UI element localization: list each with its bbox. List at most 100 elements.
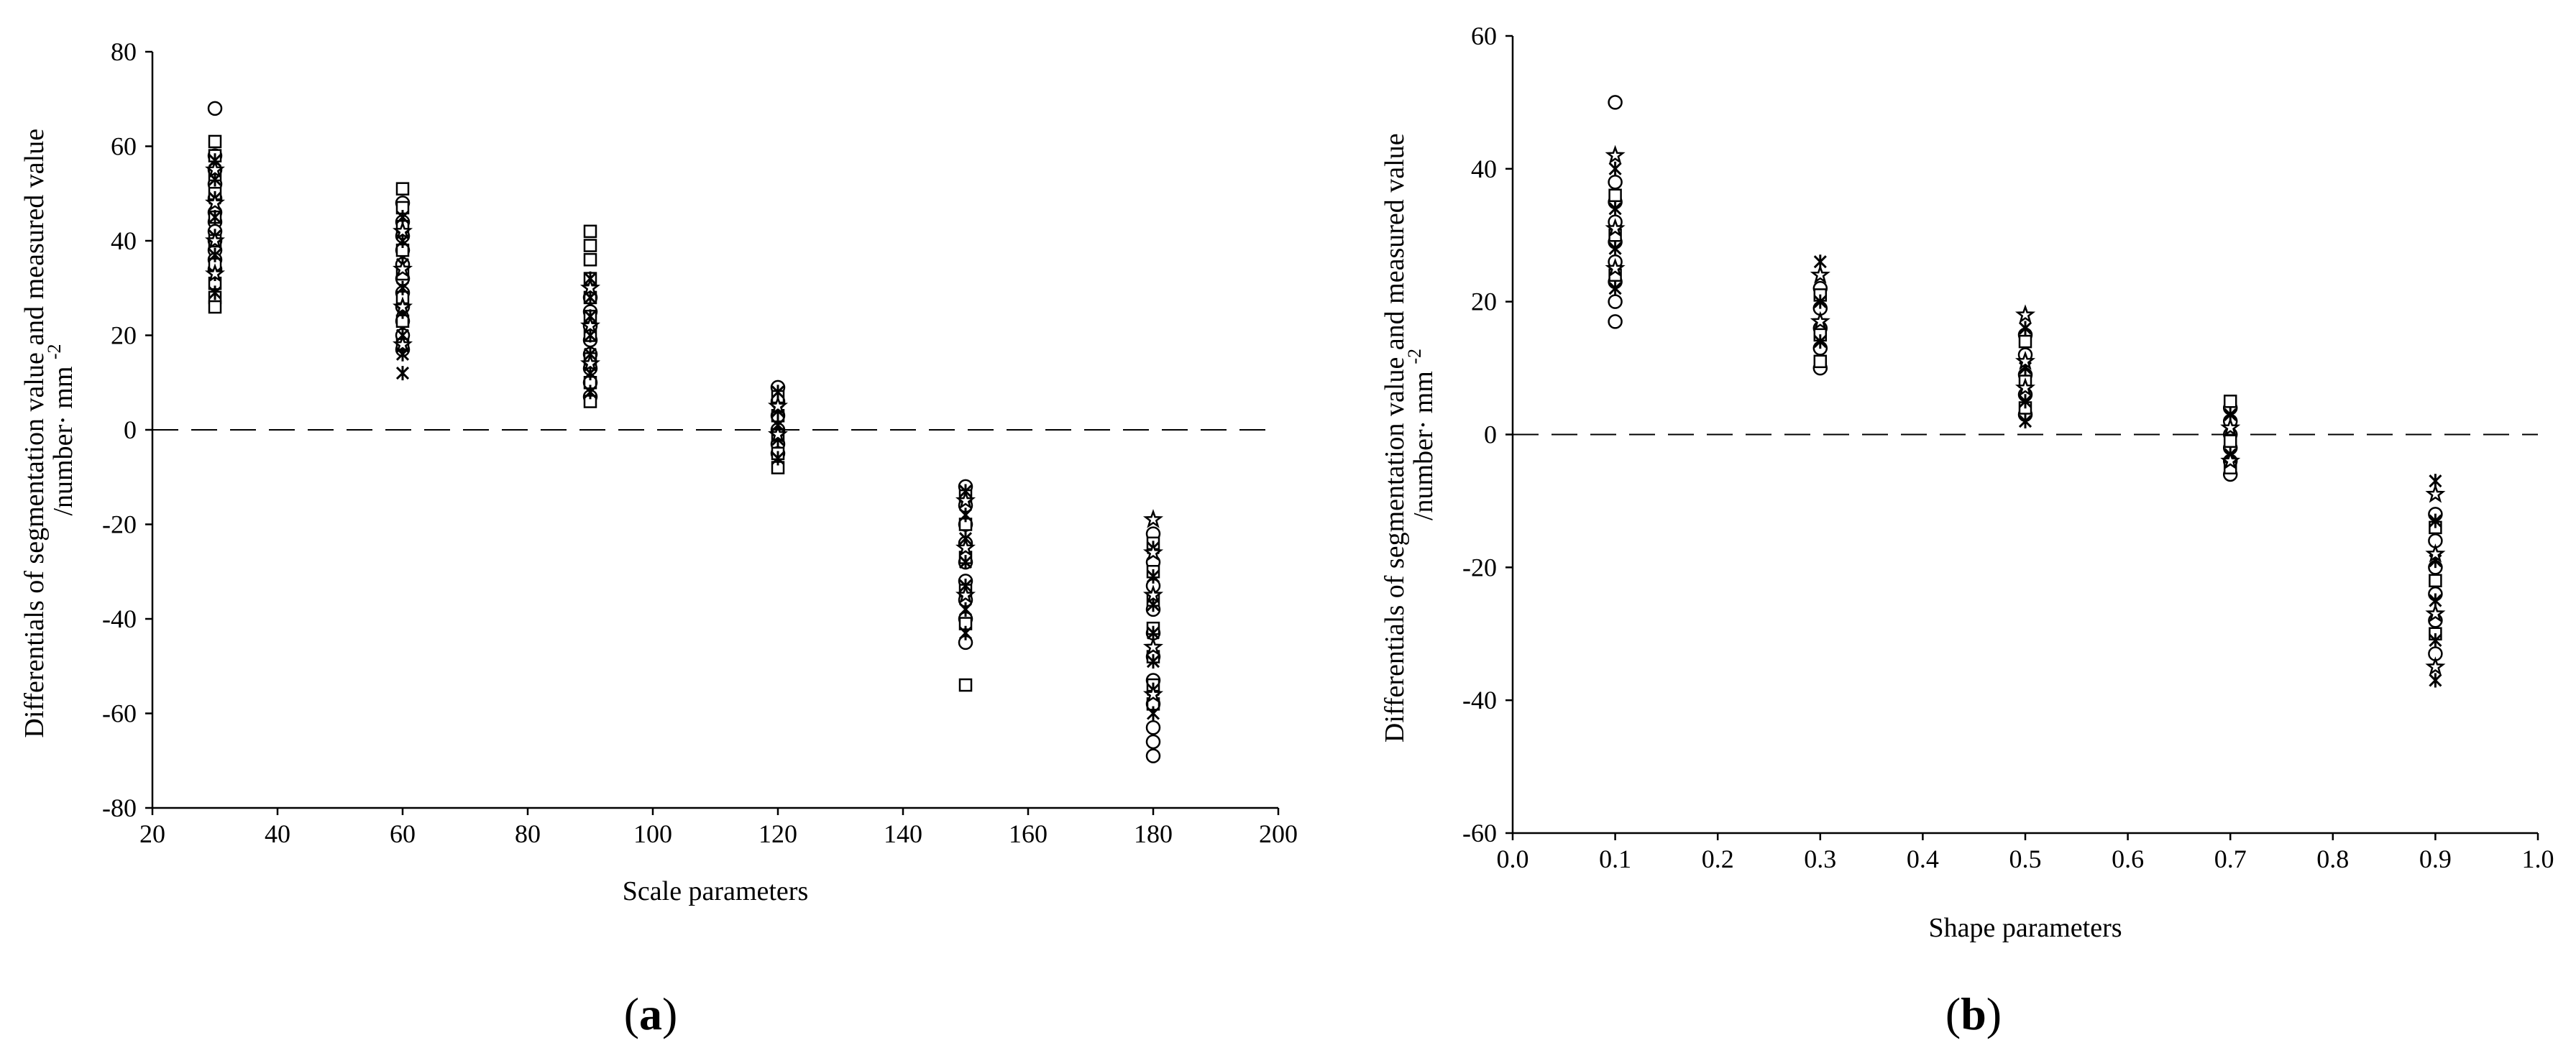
chart-a-point-star [955,584,976,604]
chart-b-point-cross [2018,394,2032,409]
chart-panel-a: 20 40 60 80 100 120 140 160 180 200 -80 -60 -40 -20 0 2… [19,37,1298,1039]
chart-a-x-tick-label: 120 [758,819,797,848]
chart-b-point-circle [1608,314,1623,329]
chart-b-point-star [2014,351,2036,370]
chart-a-point-star [579,353,601,372]
chart-a-x-tick-label: 140 [884,819,922,848]
chart-b-point-square [2429,574,2442,588]
chart-a-point-cross [958,555,973,570]
chart-b-point-cross [2429,633,2442,648]
chart-a-y-tick-label: -80 [102,794,137,822]
chart-b-point-star [1810,311,1830,331]
chart-a-point-star [392,258,413,278]
chart-a-y-tick-label: -60 [102,699,137,728]
chart-b-y-axis-title-line2: /number· mm [1408,371,1439,520]
chart-a-point-square [583,239,597,252]
chart-a-point-square [958,678,973,692]
chart-b-point-star [1605,257,1626,277]
chart-a-ticks: 20 40 60 80 100 120 140 160 180 200 -80 -60 -40 -20 0 2… [102,37,1298,848]
chart-a-point-star [955,537,976,557]
chart-a-x-tick-label: 80 [515,819,541,848]
chart-b-x-tick-label: 0.8 [2316,845,2349,873]
chart-b-point-circle [1608,95,1623,110]
chart-a-point-cross [208,247,222,262]
chart-b-point-cross [1813,334,1827,349]
chart-a-point-cross [1146,654,1160,669]
chart-b-x-tick-label: 0.2 [1702,845,1734,873]
chart-a-panel-label-open: ( [624,988,639,1039]
chart-b-y-axis-title-line1: Differentials of segmentation value and … [1380,133,1410,743]
chart-b-x-axis-title: Shape parameters [1928,913,2122,943]
chart-b-point-star [2220,450,2241,470]
chart-b-ticks: 0.0 0.1 0.2 0.3 0.4 0.5 0.6 0.7 0.8 0.9 1.0 -60 -40 -… [1462,22,2554,873]
chart-a-point-star [1142,542,1164,561]
chart-a-x-tick-label: 200 [1259,819,1298,848]
chart-a-point-cross [395,280,410,295]
chart-b-point-cross [2429,513,2442,528]
chart-a-point-star [955,489,976,510]
chart-b-point-star [2425,656,2446,676]
chart-b-y-tick-label: 0 [1484,420,1497,449]
chart-a-point-cross [958,625,973,640]
chart-b-point-circle [1608,175,1623,190]
chart-b-x-tick-label: 1.0 [2522,845,2554,873]
chart-a-point-square [208,134,222,149]
chart-b-point-square [2018,334,2032,349]
chart-a-x-tick-label: 160 [1009,819,1048,848]
chart-b-point-square [2223,434,2237,448]
chart-a-y-tick-label: 20 [111,321,137,350]
chart-b-panel-label: (b) [1945,988,2002,1039]
chart-a-point-star [392,296,413,316]
chart-a-y-tick-label: 0 [124,415,137,444]
chart-b-point-star [1605,144,1626,165]
chart-a-point-square [395,182,410,196]
chart-a-y-axis-title: Differentials of segmentation value and … [19,121,78,737]
chart-b-point-cross [2018,414,2032,429]
chart-a-point-star [204,263,226,282]
chart-b-point-star [1810,264,1830,284]
chart-a-point-cross [208,210,222,225]
chart-a-point-star [768,423,788,443]
chart-a-point-circle [207,101,223,116]
chart-b-x-tick-label: 0.4 [1907,845,1939,873]
chart-a-point-cross [583,385,597,400]
chart-b-x-tick-label: 0.7 [2214,845,2247,873]
chart-a-point-circle [1145,734,1161,750]
chart-a-point-star [1142,509,1164,528]
chart-a-x-tick-label: 60 [390,819,416,848]
chart-a-panel-letter: a [639,988,662,1039]
chart-a-point-cross [1146,569,1160,584]
chart-a-point-star [767,395,789,415]
chart-b-x-tick-label: 0.0 [1497,845,1529,873]
chart-a-panel-label: (a) [624,988,678,1039]
chart-a-y-tick-label: -20 [102,510,137,539]
chart-b-panel-letter: b [1961,988,1986,1039]
chart-a-point-star [392,334,413,354]
chart-a-y-axis-title-line1: Differentials of segmentation value and … [19,129,50,738]
chart-b-panel-label-open: ( [1945,988,1961,1039]
chart-a-point-cross [958,507,973,523]
chart-a-point-square [208,300,222,314]
chart-b-point-cross [1608,281,1622,296]
chart-a-point-cross [395,366,410,381]
chart-a-point-star [205,159,225,179]
chart-a-point-star [1142,684,1164,704]
chart-a-point-square [583,224,597,239]
chart-b-marks [1605,95,2446,688]
chart-b-y-tick-label: 60 [1471,22,1497,50]
chart-b-point-star [2014,377,2036,397]
chart-b-y-tick-label: 20 [1471,288,1497,316]
chart-a-y-tick-label: 60 [111,132,137,161]
chart-b-x-tick-label: 0.6 [2112,845,2144,873]
chart-b-point-square [2223,395,2237,408]
chart-a-x-axis-title: Scale parameters [623,876,808,906]
chart-b-point-star [1605,218,1626,237]
chart-a-point-circle [1145,720,1161,735]
chart-b-point-star [2425,483,2446,503]
chart-b-point-cross [1608,241,1622,256]
chart-a-point-cross [208,285,222,300]
chart-b-y-tick-label: -20 [1462,553,1497,582]
chart-a-point-star [1142,584,1164,604]
chart-b-point-cross [1608,161,1622,176]
